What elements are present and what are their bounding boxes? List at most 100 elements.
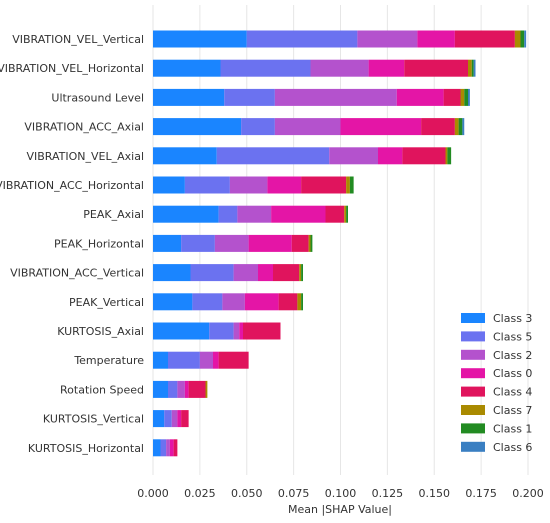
bar-segment [471,59,474,77]
bar-segment [258,264,273,282]
bar-segment [464,88,468,106]
bar-segment [524,30,527,48]
legend-label: Class 1 [493,422,532,435]
legend-swatch [461,331,485,342]
bar-segment [368,59,405,77]
bar-segment [233,264,258,282]
legend: Class 3 Class 5 Class 2 Class 0 Class 4 Class… [461,312,532,454]
bar-segment [168,351,200,369]
bar-segment [462,118,465,136]
bar-segment [329,147,378,165]
bar-segment [209,322,234,340]
bar-segment [301,264,303,282]
bar-segment [244,293,279,311]
bar-segment [346,205,348,223]
bar-segment [153,293,193,311]
y-tick-label: Temperature [73,354,144,367]
legend-swatch [461,423,485,434]
bar-segment [181,410,189,428]
bar-segment [271,205,326,223]
bar-segment [310,234,313,252]
bar-segment [454,118,459,136]
bar-segment [291,234,309,252]
bar-segment [153,410,165,428]
bar-segment [243,322,281,340]
bar-segment [445,147,448,165]
y-tick-label: VIBRATION_VEL_Vertical [12,33,144,46]
bar-segment [224,88,275,106]
bar-segment [177,410,182,428]
y-tick-label: VIBRATION_ACC_Vertical [10,267,144,280]
bar-segment [220,59,311,77]
bar-segment [188,380,206,398]
bar-segment [173,439,178,457]
y-tick-label: PEAK_Vertical [69,296,144,309]
legend-label: Class 7 [493,404,532,417]
bar-segment [153,176,185,194]
bar-segment [301,293,303,311]
bar-segment [153,30,247,48]
bar-segment [274,88,397,106]
bar-segment [468,88,470,106]
bar-segment [468,59,472,77]
bar-segment [153,322,210,340]
bar-segment [458,118,463,136]
bar-segment [378,147,403,165]
bar-segment [177,380,185,398]
bar-segment [171,410,178,428]
bar-segment [213,351,219,369]
bar-segment [153,439,161,457]
x-tick-label: 0.175 [465,487,497,500]
legend-swatch [461,441,485,452]
bar-segment [153,147,217,165]
bar-segment [340,118,422,136]
bar-segment [278,293,298,311]
x-tick-label: 0.150 [419,487,451,500]
legend-swatch [461,386,485,397]
y-tick-label: VIBRATION_ACC_Horizontal [0,179,144,192]
bar-segment [241,118,275,136]
x-tick-label: 0.025 [184,487,216,500]
legend-label: Class 0 [493,367,532,380]
y-tick-label: PEAK_Horizontal [54,237,144,250]
legend-label: Class 5 [493,330,532,343]
bar-segment [153,59,221,77]
bar-segment [153,205,219,223]
x-tick-label: 0.200 [512,487,544,500]
x-tick-label: 0.100 [325,487,357,500]
bar-segment [310,59,369,77]
bar-segment [349,176,354,194]
bar-segment [222,293,245,311]
legend-label: Class 3 [493,312,532,325]
x-axis-label: Mean |SHAP Value| [288,503,392,516]
bar-segment [460,88,465,106]
bar-segment [404,59,468,77]
bar-segment [402,147,446,165]
legend-label: Class 2 [493,349,532,362]
bar-segment [273,264,300,282]
legend-swatch [461,368,485,379]
bar-segment [473,59,476,77]
y-tick-label: Rotation Speed [60,383,144,396]
bar-segment [218,205,238,223]
bar-segment [190,264,234,282]
y-tick-label: PEAK_Axial [83,208,144,221]
legend-label: Class 6 [493,441,532,454]
y-tick-label: VIBRATION_VEL_Axial [26,150,144,163]
bar-segment [153,351,168,369]
bar-segment [267,176,302,194]
bar-segment [239,322,243,340]
bar-segment [454,30,515,48]
legend-label: Class 4 [493,386,532,399]
bar-segment [214,234,249,252]
bar-segment [168,380,178,398]
bar-segment [218,351,249,369]
bar-segment [417,30,455,48]
bar-segment [344,205,347,223]
bar-segment [164,410,172,428]
bar-segment [216,147,330,165]
bar-segment [520,30,525,48]
legend-swatch [461,349,485,360]
